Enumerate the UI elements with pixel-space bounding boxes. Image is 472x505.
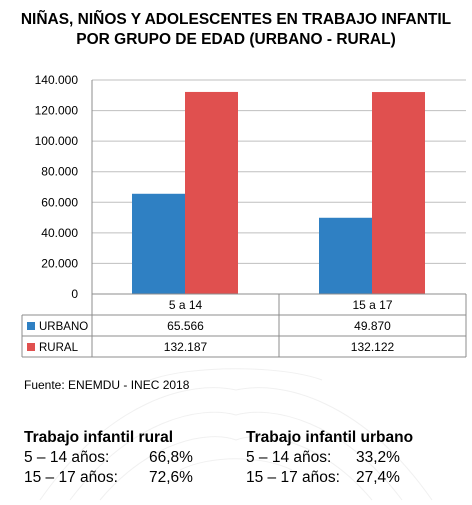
summary-urban-row-label: 15 – 17 años: <box>246 469 340 486</box>
y-tick-label: 60.000 <box>41 195 78 209</box>
bar-urbano <box>132 193 185 294</box>
legend-key-rural <box>27 343 35 351</box>
y-tick-label: 140.000 <box>35 73 79 87</box>
summary-rural: Trabajo infantil rural 5 – 14 años: 66,8%… <box>24 428 193 488</box>
y-tick-label: 80.000 <box>41 165 78 179</box>
y-tick-label: 0 <box>71 287 78 301</box>
summary-rural-row-label: 15 – 17 años: <box>24 469 118 486</box>
summary-rural-row: 15 – 17 años: 72,6% <box>24 468 193 488</box>
summary-rural-row-label: 5 – 14 años: <box>24 449 110 466</box>
data-value-label: 49.870 <box>354 319 391 333</box>
chart-title: NIÑAS, NIÑOS Y ADOLESCENTES EN TRABAJO I… <box>0 10 472 50</box>
chart-title-line1: NIÑAS, NIÑOS Y ADOLESCENTES EN TRABAJO I… <box>20 11 452 28</box>
legend-label: RURAL <box>39 342 79 354</box>
summary-urban-row-label: 5 – 14 años: <box>246 449 332 466</box>
y-tick-label: 40.000 <box>41 226 78 240</box>
data-table: 5 a 14 15 a 17 URBANO 65.566 49.870 RURAL 132.… <box>21 293 467 358</box>
bars-layer <box>132 91 425 295</box>
summary-urban-row: 15 – 17 años: 27,4% <box>246 468 413 488</box>
y-tick-label: 100.000 <box>35 134 79 148</box>
legend-label: URBANO <box>39 321 88 333</box>
y-tick-label: 20.000 <box>41 256 78 270</box>
data-value-label: 132.187 <box>164 340 208 354</box>
summary-rural-row-value: 72,6% <box>149 469 193 486</box>
bar-rural <box>372 92 425 294</box>
source-note: Fuente: ENEMDU - INEC 2018 <box>24 378 190 392</box>
summary-urban-heading: Trabajo infantil urbano <box>246 429 414 446</box>
summary-rural-row: 5 – 14 años: 66,8% <box>24 448 193 468</box>
summary-urban-row-value: 33,2% <box>356 449 400 466</box>
chart-title-line2: POR GRUPO DE EDAD (URBANO - RURAL) <box>76 31 396 48</box>
summary-urban-row-value: 27,4% <box>356 469 400 486</box>
bar-chart: 0 20.000 40.000 60.000 80.000 100.000 120.000 1… <box>21 73 467 358</box>
bar-urbano <box>319 217 372 294</box>
summary-rural-row-value: 66,8% <box>149 449 193 466</box>
data-value-label: 65.566 <box>167 319 204 333</box>
summary-urban: Trabajo infantil urbano 5 – 14 años: 33,2… <box>246 428 413 488</box>
bar-rural <box>185 91 238 295</box>
x-category-label: 15 a 17 <box>352 298 392 312</box>
data-value-label: 132.122 <box>351 340 395 354</box>
summary-rural-heading: Trabajo infantil rural <box>24 429 173 446</box>
x-category-label: 5 a 14 <box>169 298 203 312</box>
axis-layer: 0 20.000 40.000 60.000 80.000 100.000 120.000 1… <box>35 73 93 301</box>
summary-urban-row: 5 – 14 años: 33,2% <box>246 448 413 468</box>
legend-key-urbano <box>27 322 35 330</box>
y-tick-label: 120.000 <box>35 104 79 118</box>
